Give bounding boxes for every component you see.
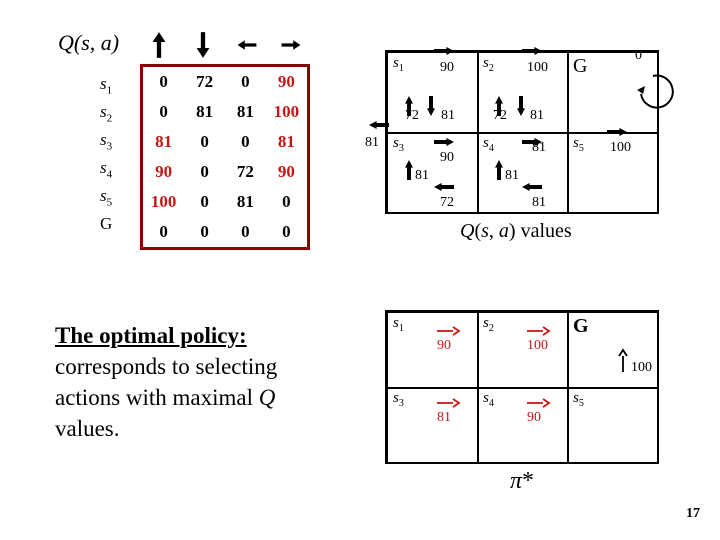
q-cell: 81 <box>225 97 266 127</box>
state-label: s3 <box>393 390 404 409</box>
state-label: s1 <box>393 315 404 334</box>
policy-up-arrow-icon <box>617 348 629 379</box>
q-cell: 0 <box>225 127 266 157</box>
edge-value: 0 <box>635 48 642 64</box>
q-cell: 72 <box>184 66 225 98</box>
state-label: s5 <box>573 135 584 154</box>
page-number: 17 <box>686 506 700 522</box>
optimal-policy-title: The optimal policy: <box>55 323 247 348</box>
edge-value: 81 <box>415 168 429 184</box>
state-label: s2 <box>483 315 494 334</box>
q-cell: 0 <box>225 217 266 249</box>
optimal-policy-text: The optimal policy: corresponds to selec… <box>55 320 345 444</box>
q-cell: 0 <box>142 217 185 249</box>
left-arrow-icon <box>432 180 456 198</box>
q-cell: 72 <box>225 157 266 187</box>
row-label: s2 <box>100 98 112 126</box>
state-label: G <box>573 315 589 338</box>
q-cell: 81 <box>266 127 309 157</box>
policy-value: 81 <box>437 410 451 426</box>
up-arrow-icon <box>403 94 415 123</box>
left-arrow-icon <box>236 30 258 65</box>
q-cell: 81 <box>142 127 185 157</box>
up-arrow-icon <box>403 158 415 187</box>
q-cell: 81 <box>225 187 266 217</box>
up-arrow-icon <box>148 30 170 65</box>
down-arrow-icon <box>425 94 437 123</box>
policy-caption: π* <box>510 468 534 495</box>
policy-value: 100 <box>631 360 652 376</box>
optimal-policy-body2: values. <box>55 416 120 441</box>
q-value-table: 07209008181100810081900729010008100000 <box>140 64 310 250</box>
up-arrow-icon <box>493 94 505 123</box>
edge-value: 81 <box>365 135 379 151</box>
edge-value: 81 <box>530 108 544 124</box>
q-cell: 0 <box>184 157 225 187</box>
q-cell: 0 <box>142 66 185 98</box>
q-values-grid-overlay: s1s2Gs3s4s590100072817281819081100728181… <box>385 50 655 210</box>
q-cell: 100 <box>266 97 309 127</box>
state-label: s4 <box>483 390 494 409</box>
q-cell: 90 <box>142 157 185 187</box>
row-label: s4 <box>100 154 112 182</box>
q-cell: 0 <box>142 97 185 127</box>
policy-grid-overlay: s1 s2 Gs3 s4 s5 90 100 100 81 90 <box>385 310 655 460</box>
state-label: G <box>573 55 587 78</box>
row-label: s5 <box>100 182 112 210</box>
down-arrow-icon <box>192 30 214 65</box>
action-arrows-row <box>148 30 302 65</box>
state-label: s1 <box>393 55 404 74</box>
state-label: s2 <box>483 55 494 74</box>
edge-value: 81 <box>441 108 455 124</box>
row-label: G <box>100 210 112 238</box>
right-arrow-icon <box>605 125 629 143</box>
q-cell: 90 <box>266 66 309 98</box>
down-arrow-icon <box>515 94 527 123</box>
goal-self-loop <box>635 72 677 119</box>
q-cell: 0 <box>184 187 225 217</box>
policy-value: 90 <box>527 410 541 426</box>
row-label: s1 <box>100 70 112 98</box>
q-values-caption: Q(s, a) values <box>460 220 572 243</box>
q-cell: 0 <box>266 187 309 217</box>
q-cell: 0 <box>225 66 266 98</box>
state-label: s4 <box>483 135 494 154</box>
row-label: s3 <box>100 126 112 154</box>
q-cell: 81 <box>184 97 225 127</box>
q-cell: 0 <box>184 127 225 157</box>
q-cell: 0 <box>266 217 309 249</box>
edge-value: 100 <box>527 60 548 76</box>
policy-value: 100 <box>527 338 548 354</box>
optimal-policy-body1: corresponds to selecting actions with ma… <box>55 354 277 410</box>
q-cell: 90 <box>266 157 309 187</box>
qsa-label: Q(s, a) <box>58 30 119 56</box>
state-label: s3 <box>393 135 404 154</box>
right-arrow-icon <box>520 135 544 153</box>
right-arrow-icon <box>432 44 456 62</box>
policy-value: 90 <box>437 338 451 354</box>
edge-value: 81 <box>505 168 519 184</box>
left-arrow-icon <box>367 118 391 136</box>
q-cell: 0 <box>184 217 225 249</box>
up-arrow-icon <box>493 158 505 187</box>
state-label: s5 <box>573 390 584 409</box>
q-cell: 100 <box>142 187 185 217</box>
edge-value: 90 <box>440 60 454 76</box>
q-table-row-labels: s1s2s3s4s5G <box>100 70 112 238</box>
left-arrow-icon <box>520 180 544 198</box>
right-arrow-icon <box>520 44 544 62</box>
q-letter: Q <box>259 385 276 410</box>
right-arrow-icon <box>280 30 302 65</box>
right-arrow-icon <box>432 135 456 153</box>
